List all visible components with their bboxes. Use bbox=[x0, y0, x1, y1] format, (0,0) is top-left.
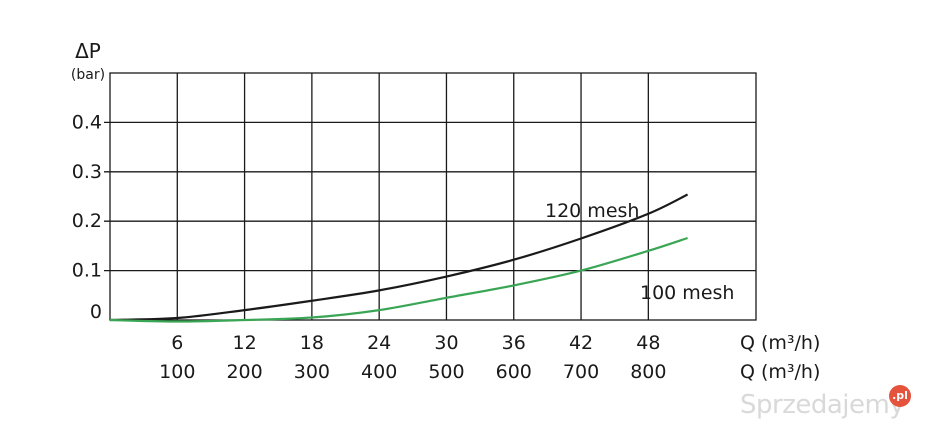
watermark-badge: .pl bbox=[889, 385, 911, 407]
x-tick-label-primary: 36 bbox=[502, 332, 526, 354]
x-tick-label-primary: 12 bbox=[232, 332, 256, 354]
chart-labels: 0 0.1 0.2 0.3 0.4 ΔP (bar) 6 12 18 24 30 36 42 48 100 20… bbox=[71, 39, 820, 383]
y-tick-label: 0.1 bbox=[72, 260, 102, 282]
x-tick-label-primary: 18 bbox=[300, 332, 324, 354]
x-tick-label-primary: 24 bbox=[367, 332, 391, 354]
series-line-120-mesh bbox=[109, 193, 689, 322]
x-tick-label-primary: 6 bbox=[171, 332, 183, 354]
x-tick-label-secondary: 400 bbox=[361, 361, 397, 383]
x-axis-label-primary: Q (m³/h) bbox=[740, 332, 820, 354]
y-tick-label: 0.3 bbox=[72, 161, 102, 183]
x-tick-label-primary: 48 bbox=[636, 332, 660, 354]
series-label-100-mesh: 100 mesh bbox=[640, 282, 734, 304]
x-tick-label-secondary: 700 bbox=[563, 361, 599, 383]
chart-axes bbox=[109, 72, 757, 321]
x-tick-label-secondary: 200 bbox=[226, 361, 262, 383]
chart-series bbox=[109, 193, 689, 323]
plot-frame bbox=[109, 72, 757, 321]
x-tick-label-primary: 30 bbox=[434, 332, 458, 354]
x-tick-label-primary: 42 bbox=[569, 332, 593, 354]
x-tick-label-secondary: 500 bbox=[428, 361, 464, 383]
y-tick-label: 0.2 bbox=[72, 210, 102, 232]
y-tick-label: 0 bbox=[90, 301, 102, 323]
x-tick-label-secondary: 300 bbox=[294, 361, 330, 383]
x-tick-label-secondary: 600 bbox=[496, 361, 532, 383]
chart-grid bbox=[104, 73, 756, 320]
x-tick-label-secondary: 800 bbox=[630, 361, 666, 383]
y-axis-unit: (bar) bbox=[71, 67, 105, 83]
series-label-120-mesh: 120 mesh bbox=[545, 200, 639, 222]
x-axis-label-secondary: Q (m³/h) bbox=[740, 361, 820, 383]
x-tick-label-secondary: 100 bbox=[159, 361, 195, 383]
y-axis-label: ΔP bbox=[75, 39, 101, 63]
series-line-100-mesh bbox=[109, 236, 688, 323]
y-tick-label: 0.4 bbox=[72, 111, 102, 133]
watermark-text: Sprzedajemy bbox=[740, 390, 905, 420]
